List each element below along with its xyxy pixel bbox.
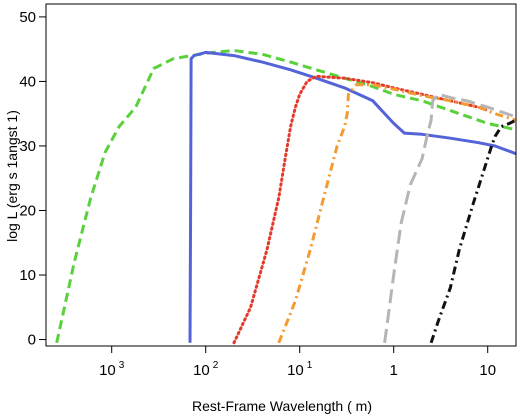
x-axis-title: Rest-Frame Wavelength ( m)	[192, 398, 372, 414]
x-tick-label: 10	[479, 362, 496, 379]
y-tick-label: 20	[19, 202, 36, 219]
series-layer	[55, 49, 516, 345]
y-tick-label: 40	[19, 73, 36, 90]
y-axis-title: log L (erg s 1angst 1)	[4, 110, 20, 242]
series-line-4	[277, 83, 516, 344]
x-tick-label: 10 3	[99, 360, 125, 379]
y-axis: 0 10 20 30 40 50	[19, 9, 46, 349]
x-tick-label: 1	[390, 362, 398, 379]
y-tick-label: 10	[19, 267, 36, 284]
y-tick-label: 0	[28, 332, 36, 349]
x-tick-label: 10 1	[287, 360, 313, 379]
y-tick-label: 30	[19, 138, 36, 155]
x-tick-label: 10 2	[193, 360, 219, 379]
series-line-6	[429, 118, 516, 344]
series-line-3	[232, 74, 490, 345]
y-tick-label: 50	[19, 9, 36, 26]
plot-frame	[45, 3, 517, 347]
series-line-5	[383, 92, 516, 344]
series-line-1	[55, 49, 516, 344]
series-line-2	[188, 50, 516, 343]
x-axis: 10 3 10 2 10 1 1 10	[99, 346, 496, 379]
